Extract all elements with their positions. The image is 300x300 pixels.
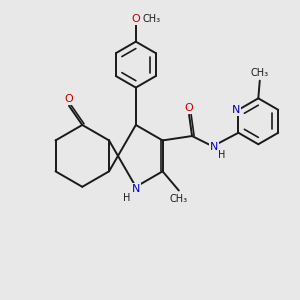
Text: O: O xyxy=(65,94,74,104)
Text: CH₃: CH₃ xyxy=(143,14,161,24)
Text: O: O xyxy=(185,103,194,113)
Text: H: H xyxy=(123,193,131,203)
Text: N: N xyxy=(132,184,140,194)
Text: H: H xyxy=(218,150,225,160)
Text: N: N xyxy=(210,142,218,152)
Text: CH₃: CH₃ xyxy=(251,68,269,78)
Text: CH₃: CH₃ xyxy=(170,194,188,204)
Text: N: N xyxy=(232,105,240,115)
Text: O: O xyxy=(131,14,140,24)
